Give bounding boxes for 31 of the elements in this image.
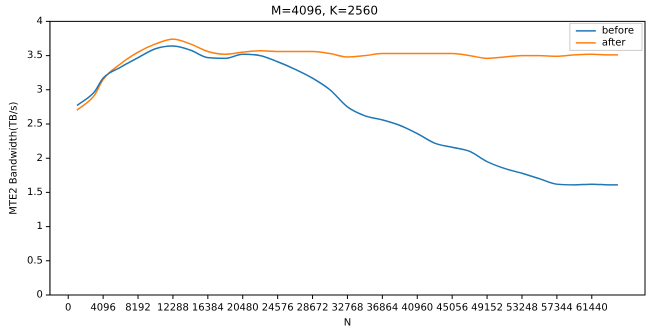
- x-tick-label: 12288: [157, 302, 189, 314]
- x-tick-label: 28672: [296, 302, 328, 314]
- x-tick-label: 4096: [90, 302, 116, 314]
- x-tick-label: 8192: [125, 302, 151, 314]
- x-axis-title: N: [344, 318, 352, 329]
- y-axis-title: MTE2 Bandwidth(TB/s): [8, 102, 20, 215]
- y-tick-label: 2: [36, 152, 43, 164]
- x-tick-label: 32768: [332, 302, 364, 314]
- y-tick-label: 3.5: [26, 50, 43, 62]
- x-tick-label: 45056: [436, 302, 468, 314]
- y-tick-label: 4: [36, 16, 43, 27]
- x-tick-label: 0: [65, 302, 72, 314]
- x-tick-label: 49152: [471, 302, 503, 314]
- x-tick-label: 36864: [366, 302, 398, 314]
- legend-label: after: [602, 37, 626, 48]
- x-tick-label: 61440: [576, 302, 608, 314]
- x-tick-label: 20480: [226, 302, 259, 314]
- line-series: [76, 45, 619, 186]
- y-tick-label: 0.5: [26, 255, 43, 266]
- x-tick-label: 24576: [262, 302, 294, 314]
- x-tick-label: 40960: [401, 302, 434, 314]
- y-tick-label: 1: [36, 221, 43, 232]
- x-tick-label: 16384: [192, 302, 224, 314]
- chart-title: M=4096, K=2560: [270, 3, 378, 18]
- y-tick-label: 0: [36, 290, 43, 301]
- legend-label: before: [602, 25, 634, 36]
- y-tick-label: 2.5: [26, 118, 43, 130]
- y-tick-label: 1.5: [26, 186, 43, 198]
- x-tick-label: 53248: [506, 302, 538, 314]
- y-tick-label: 3: [36, 84, 43, 96]
- x-tick-label: 57344: [540, 302, 573, 314]
